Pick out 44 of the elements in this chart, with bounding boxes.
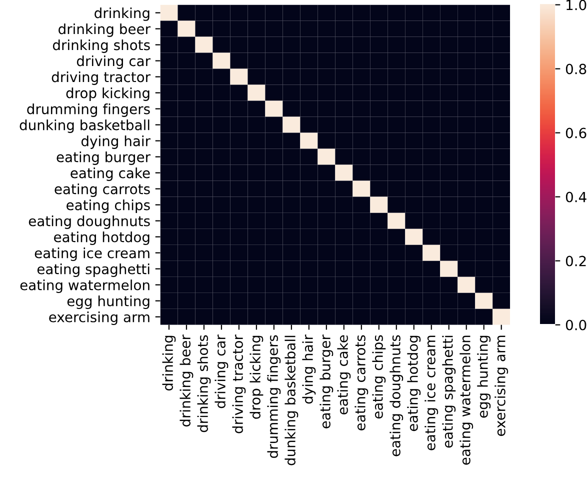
- x-tick-label: eating cake: [337, 335, 351, 414]
- y-tick-label: driving car: [76, 56, 151, 69]
- y-tick-label: drinking shots: [52, 40, 150, 53]
- y-tick-label: eating spaghetti: [37, 264, 150, 277]
- y-tick-label: egg hunting: [67, 296, 150, 309]
- x-tick-label: dunking basketball: [284, 336, 298, 466]
- x-tick-label: eating chips: [372, 335, 386, 419]
- y-tick-label: drop kicking: [66, 88, 150, 101]
- x-tick-label: eating burger: [320, 334, 334, 428]
- x-tick-label: egg hunting: [477, 336, 491, 418]
- x-tick-label: drinking shots: [197, 335, 211, 432]
- color-bar-label: 1.0: [566, 0, 586, 10]
- y-tick-label: drinking beer: [58, 24, 151, 37]
- x-tick-label: driving tractor: [232, 334, 246, 434]
- x-tick-label: dying hair: [302, 334, 316, 404]
- y-tick-label: eating doughnuts: [28, 216, 150, 229]
- y-tick-label: dying hair: [81, 136, 151, 149]
- x-tick-label: exercising arm: [494, 336, 508, 436]
- color-bar-label: 0.4: [566, 192, 586, 202]
- color-bar-label: 0.2: [566, 256, 586, 266]
- y-tick-label: drinking: [94, 7, 150, 21]
- y-tick-label: eating hotdog: [54, 232, 150, 245]
- y-tick-label: eating ice cream: [34, 248, 150, 261]
- x-tick-label: eating ice cream: [424, 336, 438, 450]
- x-tick-label: drumming fingers: [267, 335, 281, 458]
- x-tick-label: eating hotdog: [407, 336, 421, 432]
- x-tick-label: eating watermelon: [460, 336, 474, 465]
- y-tick-label: eating burger: [56, 152, 151, 165]
- color-bar-label: 0.6: [566, 128, 586, 138]
- y-tick-label: eating carrots: [54, 184, 150, 197]
- color-bar-label: 0.0: [566, 320, 586, 330]
- y-tick-label: eating chips: [66, 200, 150, 213]
- color-bar-label: 0.8: [566, 64, 586, 74]
- y-tick-label: drumming fingers: [27, 104, 150, 117]
- x-tick-label: eating doughnuts: [390, 335, 404, 456]
- x-tick-label: eating carrots: [354, 335, 368, 430]
- x-tick-label: eating spaghetti: [442, 336, 456, 448]
- x-tick-label: drop kicking: [250, 336, 264, 419]
- y-tick-label: exercising arm: [49, 312, 150, 325]
- y-tick-label: eating cake: [70, 168, 150, 181]
- x-tick-label: driving car: [214, 334, 228, 408]
- y-tick-label: dunking basketball: [20, 120, 150, 133]
- y-tick-label: driving tractor: [52, 72, 151, 85]
- y-tick-label: eating watermelon: [20, 280, 150, 293]
